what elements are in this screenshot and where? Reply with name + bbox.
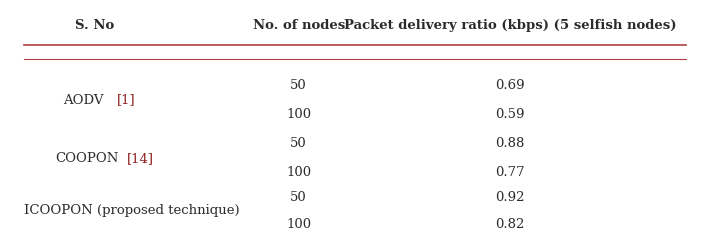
Text: 50: 50 (290, 137, 307, 150)
Text: 50: 50 (290, 79, 307, 92)
Text: [14]: [14] (127, 152, 153, 165)
Text: 100: 100 (286, 108, 311, 121)
Text: 50: 50 (290, 191, 307, 204)
Text: 0.82: 0.82 (495, 218, 525, 231)
Text: 0.77: 0.77 (495, 166, 525, 179)
Text: 100: 100 (286, 218, 311, 231)
Text: COOPON: COOPON (55, 152, 119, 165)
Text: AODV: AODV (63, 94, 104, 107)
Text: S. No: S. No (75, 19, 114, 32)
Text: 0.69: 0.69 (495, 79, 525, 92)
Text: Packet delivery ratio (kbps) (5 selfish nodes): Packet delivery ratio (kbps) (5 selfish … (343, 19, 676, 32)
Text: 0.59: 0.59 (495, 108, 525, 121)
Text: 100: 100 (286, 166, 311, 179)
Text: [1]: [1] (117, 94, 135, 107)
Text: 0.88: 0.88 (495, 137, 525, 150)
Text: No. of nodes: No. of nodes (253, 19, 345, 32)
Text: ICOOPON (proposed technique): ICOOPON (proposed technique) (24, 204, 240, 217)
Text: 0.92: 0.92 (495, 191, 525, 204)
